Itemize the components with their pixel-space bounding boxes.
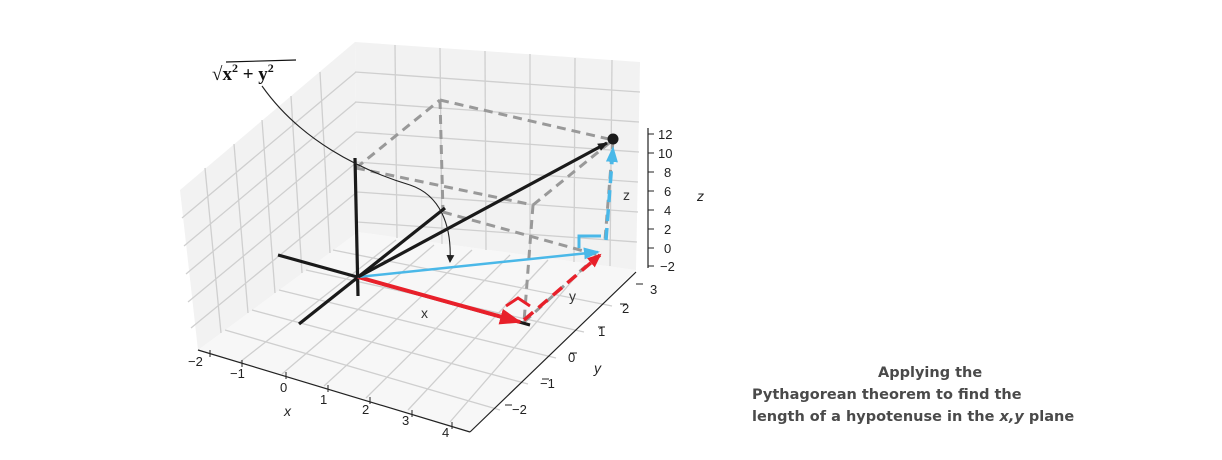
x-component-label: x <box>421 305 428 321</box>
y-axis-line <box>469 271 637 433</box>
z-tick-label: 8 <box>664 165 671 180</box>
z-tick-label: 2 <box>664 222 671 237</box>
z-tick-label: 6 <box>664 184 671 199</box>
vector-endpoint <box>607 133 619 145</box>
z-tick-label: 12 <box>658 127 672 142</box>
x-tick-label: 2 <box>362 402 369 417</box>
y-tick-label: −1 <box>540 376 555 391</box>
vector-arrow <box>357 141 608 279</box>
z-axis-label: z <box>696 188 704 204</box>
y-tick-label: 1 <box>598 324 605 339</box>
x-tick-labels: −2 −1 0 1 2 3 4 <box>188 354 449 440</box>
z-tick-label: 10 <box>658 146 672 161</box>
x-axis-label: x <box>283 403 292 419</box>
z-tick-labels: 12 10 8 6 4 2 0 −2 <box>658 127 675 274</box>
y-component-arrow <box>522 253 602 322</box>
formula-pointer <box>261 85 455 263</box>
x-tick-label: 1 <box>320 392 327 407</box>
hypotenuse-arrow <box>357 247 600 279</box>
x-tick-label: 4 <box>442 425 449 440</box>
hypotenuse-formula: √x2 + y2 <box>212 61 274 85</box>
x-tick-label: −1 <box>230 366 245 381</box>
y-component-label: y <box>569 288 576 304</box>
x-tick-label: 3 <box>402 413 409 428</box>
right-angle-marker-z <box>577 234 601 248</box>
x-component-arrow <box>357 275 522 325</box>
x-tick-label: −2 <box>188 354 203 369</box>
right-angle-marker-xy <box>505 296 531 308</box>
axis-lines <box>197 128 654 433</box>
z-tick-label: 4 <box>664 203 671 218</box>
caption-line-3: length of a hypotenuse in the x,y plane <box>752 409 1075 425</box>
z-component-label: z <box>623 187 630 203</box>
y-tick-labels: −2 −1 0 1 2 3 <box>512 282 657 417</box>
left-pane <box>180 42 358 350</box>
z-tick-label: −2 <box>660 259 675 274</box>
z-component-arrow <box>604 146 618 241</box>
x-tick-label: 0 <box>280 380 287 395</box>
back-pane <box>355 42 640 270</box>
z-tick-label: 0 <box>664 241 671 256</box>
y-tick-label: 3 <box>650 282 657 297</box>
radical-bar <box>225 59 297 63</box>
caption-line-2: Pythagorean theorem to find the <box>752 387 1022 403</box>
caption-line-1: Applying the <box>878 365 983 381</box>
y-tick-label: 0 <box>568 350 575 365</box>
y-tick-label: 2 <box>622 301 629 316</box>
y-tick-label: −2 <box>512 402 527 417</box>
x-axis-line <box>197 349 471 433</box>
figure-caption: Applying the Pythagorean theorem to find… <box>752 362 1112 428</box>
y-axis-label: y <box>593 360 602 376</box>
